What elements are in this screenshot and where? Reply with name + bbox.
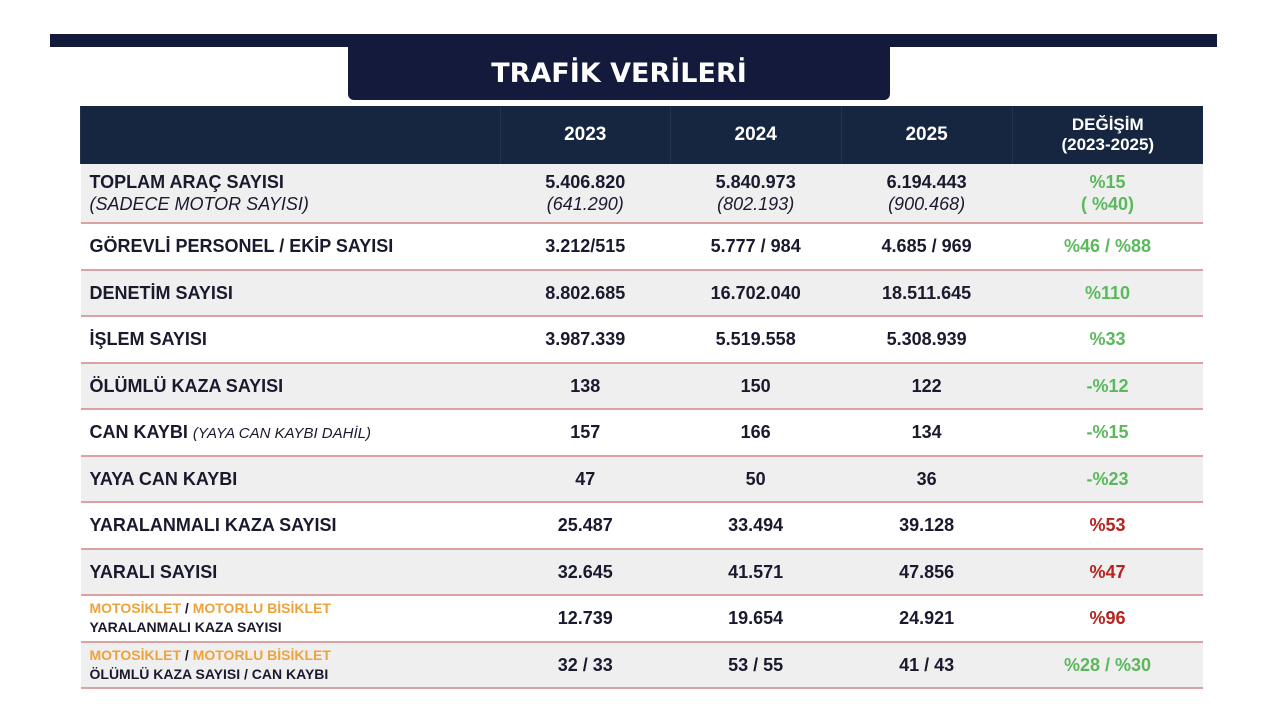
row-label-main: CAN KAYBI bbox=[89, 421, 188, 442]
cell-2024: 33.494 bbox=[670, 502, 842, 550]
cell-2025: 24.921 bbox=[841, 595, 1013, 643]
subvalue-2023: (641.290) bbox=[546, 194, 624, 214]
header-change-range: (2023-2025) bbox=[1061, 135, 1155, 154]
table-row: TOPLAM ARAÇ SAYISI (SADECE MOTOR SAYISI) 5… bbox=[80, 164, 1203, 224]
cell-change: -%23 bbox=[1012, 455, 1203, 503]
row-label: MOTOSİKLET / MOTORLU BİSİKLET ÖLÜMLÜ KAZA… bbox=[80, 641, 501, 689]
cell-2023: 3.212/515 bbox=[500, 223, 671, 271]
cell-2024: 50 bbox=[670, 455, 842, 503]
cell-2023: 8.802.685 bbox=[500, 269, 671, 317]
table-row: YARALI SAYISI 32.645 41.571 47.856 %47 bbox=[80, 548, 1203, 596]
row-label: YARALI SAYISI bbox=[80, 548, 501, 596]
cell-2025: 4.685 / 969 bbox=[841, 223, 1013, 271]
table-row: MOTOSİKLET / MOTORLU BİSİKLET YARALANMALI… bbox=[80, 595, 1203, 643]
cell-change: %53 bbox=[1012, 502, 1203, 550]
cell-2024: 150 bbox=[670, 362, 842, 410]
header-2023: 2023 bbox=[499, 106, 671, 164]
header-label-column bbox=[80, 106, 501, 164]
row-label: ÖLÜMLÜ KAZA SAYISI bbox=[80, 362, 501, 410]
row-label-motorcycle: MOTOSİKLET bbox=[89, 600, 182, 617]
row-label: TOPLAM ARAÇ SAYISI (SADECE MOTOR SAYISI) bbox=[80, 164, 501, 224]
subvalue-2025: (900.468) bbox=[888, 194, 966, 214]
table-row: CAN KAYBI (YAYA CAN KAYBI DAHİL) 157 166 13… bbox=[80, 409, 1203, 457]
cell-change: %33 bbox=[1012, 316, 1203, 364]
cell-2024: 166 bbox=[670, 409, 842, 457]
row-sublabel: (SADECE MOTOR SAYISI) bbox=[89, 194, 309, 214]
table-row: ÖLÜMLÜ KAZA SAYISI 138 150 122 -%12 bbox=[80, 362, 1203, 410]
row-label-motorcycle: MOTOSİKLET bbox=[89, 646, 182, 663]
table-row: MOTOSİKLET / MOTORLU BİSİKLET ÖLÜMLÜ KAZA… bbox=[80, 641, 1203, 689]
cell-2024: 16.702.040 bbox=[670, 269, 842, 317]
row-label-metric: YARALANMALI KAZA SAYISI bbox=[89, 619, 282, 636]
table-row: İŞLEM SAYISI 3.987.339 5.519.558 5.308.939%… bbox=[80, 316, 1203, 364]
cell-2024: 41.571 bbox=[670, 548, 842, 596]
header-2024: 2024 bbox=[669, 106, 842, 164]
change-value: %15 bbox=[1089, 171, 1126, 192]
cell-change: -%15 bbox=[1012, 409, 1203, 457]
table-row: GÖREVLİ PERSONEL / EKİP SAYISI 3.212/515 5… bbox=[80, 223, 1203, 271]
cell-2023: 32.645 bbox=[500, 548, 671, 596]
cell-2023: 157 bbox=[500, 409, 671, 457]
cell-2024: 5.777 / 984 bbox=[670, 223, 842, 271]
table-row: DENETİM SAYISI 8.802.685 16.702.040 18.511.… bbox=[80, 269, 1203, 317]
cell-change: %28 / %30 bbox=[1012, 641, 1203, 689]
row-label-separator: / bbox=[181, 646, 193, 663]
row-sublabel: (YAYA CAN KAYBI DAHİL) bbox=[192, 424, 371, 442]
value-2024: 5.840.973 bbox=[715, 171, 796, 192]
cell-change: %15( %40) bbox=[1012, 164, 1203, 224]
cell-2023: 138 bbox=[500, 362, 671, 410]
cell-2025: 39.128 bbox=[841, 502, 1013, 550]
cell-2024: 53 / 55 bbox=[670, 641, 842, 689]
cell-change: %46 / %88 bbox=[1012, 223, 1203, 271]
row-label-main: TOPLAM ARAÇ SAYISI bbox=[89, 171, 284, 192]
change-subvalue: ( %40) bbox=[1081, 194, 1135, 214]
cell-2025: 134 bbox=[841, 409, 1013, 457]
cell-2024: 19.654 bbox=[670, 595, 842, 643]
value-2023: 5.406.820 bbox=[545, 171, 626, 192]
cell-2023: 32 / 33 bbox=[500, 641, 671, 689]
cell-2024: 5.840.973 (802.193) bbox=[670, 164, 842, 224]
cell-2025: 122 bbox=[841, 362, 1013, 410]
top-banner-bar bbox=[50, 34, 1217, 47]
row-label: MOTOSİKLET / MOTORLU BİSİKLET YARALANMALI… bbox=[80, 595, 501, 643]
traffic-data-table: 2023 2024 2025 DEĞİŞİM (2023-2025) TOPLAM… bbox=[80, 106, 1203, 689]
row-label: GÖREVLİ PERSONEL / EKİP SAYISI bbox=[80, 223, 501, 271]
table-header-row: 2023 2024 2025 DEĞİŞİM (2023-2025) bbox=[80, 106, 1203, 164]
table-row: YAYA CAN KAYBI 47 50 36 -%23 bbox=[80, 455, 1203, 503]
row-label: YARALANMALI KAZA SAYISI bbox=[80, 502, 501, 550]
subvalue-2024: (802.193) bbox=[717, 194, 795, 214]
cell-2025: 5.308.939 bbox=[841, 316, 1013, 364]
cell-change: %47 bbox=[1012, 548, 1203, 596]
row-label: CAN KAYBI (YAYA CAN KAYBI DAHİL) bbox=[80, 409, 501, 457]
cell-2023: 47 bbox=[500, 455, 671, 503]
cell-2024: 5.519.558 bbox=[670, 316, 842, 364]
cell-2023: 3.987.339 bbox=[500, 316, 671, 364]
cell-2023: 12.739 bbox=[500, 595, 671, 643]
cell-2023: 5.406.820 (641.290) bbox=[500, 164, 671, 224]
header-change-title: DEĞİŞİM bbox=[1071, 114, 1144, 134]
cell-2025: 36 bbox=[841, 455, 1013, 503]
value-2025: 6.194.443 bbox=[886, 171, 967, 192]
cell-change: %96 bbox=[1012, 595, 1203, 643]
row-label: DENETİM SAYISI bbox=[80, 269, 501, 317]
row-label-metric: ÖLÜMLÜ KAZA SAYISI / CAN KAYBI bbox=[89, 665, 329, 682]
row-label: İŞLEM SAYISI bbox=[80, 316, 501, 364]
page-title: TRAFİK VERİLERİ bbox=[348, 46, 890, 100]
cell-2025: 6.194.443 (900.468) bbox=[841, 164, 1013, 224]
cell-2025: 18.511.645 bbox=[841, 269, 1013, 317]
header-2025: 2025 bbox=[840, 106, 1013, 164]
row-label-separator: / bbox=[181, 600, 193, 617]
cell-2023: 25.487 bbox=[500, 502, 671, 550]
cell-change: %110 bbox=[1012, 269, 1203, 317]
row-label-moped: MOTORLU BİSİKLET bbox=[192, 646, 331, 663]
cell-2025: 41 / 43 bbox=[841, 641, 1013, 689]
table-row: YARALANMALI KAZA SAYISI 25.487 33.494 39.12… bbox=[80, 502, 1203, 550]
header-change: DEĞİŞİM (2023-2025) bbox=[1011, 106, 1203, 164]
cell-change: -%12 bbox=[1012, 362, 1203, 410]
row-label: YAYA CAN KAYBI bbox=[80, 455, 501, 503]
cell-2025: 47.856 bbox=[841, 548, 1013, 596]
row-label-moped: MOTORLU BİSİKLET bbox=[192, 600, 331, 617]
